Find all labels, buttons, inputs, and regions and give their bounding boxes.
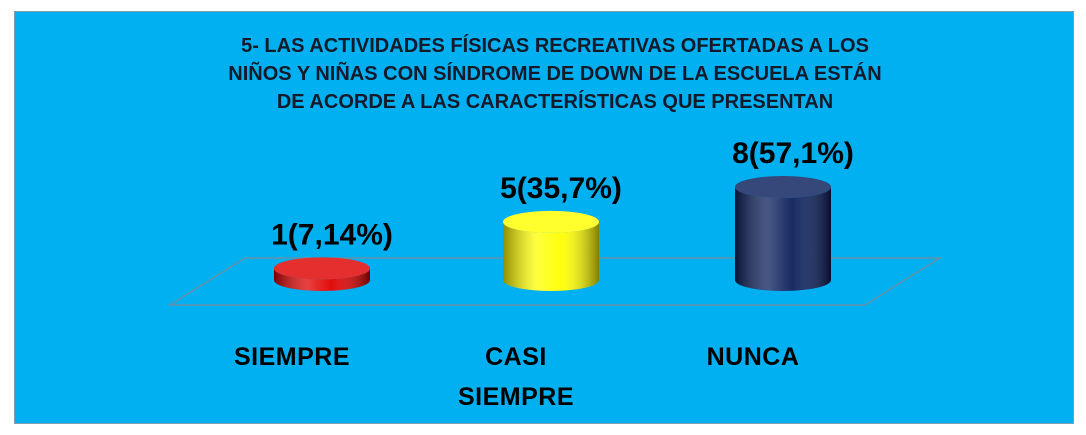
cylinder-shade bbox=[274, 268, 370, 291]
chart-title: DE ACORDE A LAS CARACTERÍSTICAS QUE PRES… bbox=[277, 90, 833, 113]
cylinder bbox=[503, 210, 599, 291]
cylinder-top-shine bbox=[503, 210, 599, 233]
data-label: 1(7,14%) bbox=[271, 218, 393, 251]
cylinder-top bbox=[503, 210, 599, 233]
floor bbox=[167, 257, 943, 306]
cylinder-shade bbox=[735, 187, 831, 291]
chart-title: NIÑOS Y NIÑAS CON SÍNDROME DE DOWN DE LA… bbox=[228, 62, 881, 85]
cylinder bbox=[274, 257, 370, 291]
cylinder-top-shine bbox=[735, 176, 831, 198]
chart-title: 5- LAS ACTIVIDADES FÍSICAS RECREATIVAS O… bbox=[241, 34, 869, 57]
cylinder-top bbox=[735, 176, 831, 198]
x-tick-label: SIEMPRE bbox=[233, 343, 351, 371]
cylinder-shade bbox=[503, 221, 599, 291]
data-label: 5(35,7%) bbox=[500, 172, 622, 205]
cylinder bbox=[735, 176, 831, 291]
cylinder-top bbox=[274, 257, 370, 280]
cylinder-top-shine bbox=[274, 257, 370, 280]
data-label: 8(57,1%) bbox=[732, 137, 854, 170]
x-tick-label: NUNCA bbox=[706, 343, 800, 371]
x-tick-label: CASI SIEMPRE bbox=[457, 343, 575, 411]
